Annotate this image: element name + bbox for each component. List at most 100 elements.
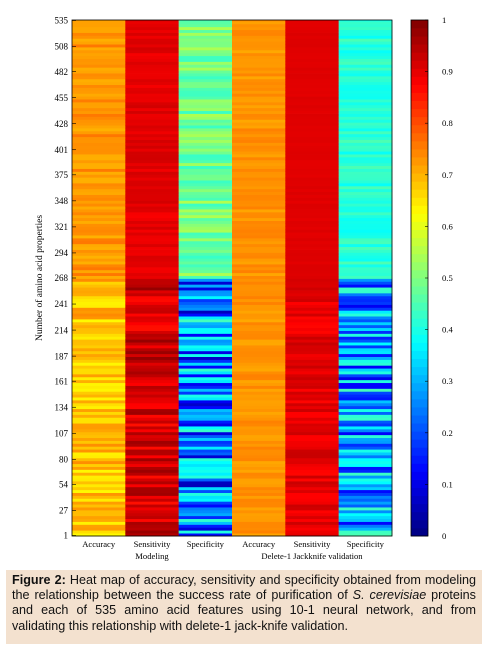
heatmap-cell [285, 96, 339, 100]
heatmap-cell [125, 408, 179, 412]
heatmap-cell [72, 316, 126, 320]
heatmap-cell [125, 290, 179, 294]
heatmap-cell [125, 350, 179, 355]
heatmap-cell [232, 81, 286, 86]
heatmap-cell [178, 284, 233, 288]
colorbar-step [411, 165, 428, 174]
colorbar-tick-label: 1 [442, 15, 446, 25]
heatmap-cell [232, 405, 286, 410]
heatmap-cell [178, 220, 233, 224]
colorbar-step [411, 189, 428, 198]
heatmap-cell [285, 504, 339, 508]
heatmap-cell [285, 58, 339, 62]
heatmap-cell [285, 264, 339, 268]
heatmap-cell [338, 185, 393, 190]
heatmap-cell [178, 298, 233, 303]
heatmap-cell [285, 411, 339, 415]
heatmap-cell [338, 145, 393, 149]
colorbar-step [411, 374, 428, 384]
heatmap-cell [72, 249, 126, 253]
heatmap-cell [125, 278, 179, 282]
heatmap-cell [125, 240, 179, 245]
heatmap-cell [178, 249, 233, 253]
heatmap-cell [178, 41, 233, 45]
heatmap-cell [125, 512, 179, 517]
heatmap-cell [232, 316, 286, 320]
colorbar-step [411, 245, 428, 255]
heatmap-cell [178, 336, 233, 340]
heatmap-cell [232, 185, 286, 190]
heatmap-cell [285, 405, 339, 410]
colorbar-step [411, 173, 428, 182]
heatmap-cell [72, 339, 126, 343]
heatmap-cell [72, 515, 126, 520]
heatmap-cell [285, 116, 339, 120]
heatmap-cell [72, 469, 126, 473]
heatmap-cell [178, 339, 233, 343]
y-tick-label: 508 [55, 42, 69, 52]
heatmap-cell [338, 229, 393, 233]
heatmap-cell [72, 116, 126, 120]
heatmap-cell [232, 206, 286, 210]
heatmap-cell [72, 58, 126, 62]
heatmap-cell [178, 226, 233, 230]
heatmap-cell [125, 35, 179, 39]
heatmap-cell [232, 518, 286, 522]
heatmap-cell [232, 411, 286, 415]
heatmap-cell [232, 443, 286, 447]
heatmap-cell [72, 145, 126, 149]
heatmap-cell [285, 446, 339, 450]
heatmap-cell [285, 452, 339, 456]
heatmap-cell [178, 310, 233, 314]
heatmap-cell [72, 139, 126, 143]
colorbar-step [411, 527, 428, 537]
heatmap-cell [338, 345, 393, 349]
heatmap-cell [178, 295, 233, 300]
heatmap-cell [338, 437, 393, 441]
heatmap-cell [338, 327, 393, 331]
heatmap-cell [178, 397, 233, 401]
heatmap-cell [232, 292, 286, 297]
heatmap-cell [285, 518, 339, 522]
heatmap-cell [338, 336, 393, 340]
heatmap-cell [178, 47, 233, 51]
heatmap-cell [232, 67, 286, 71]
heatmap-cell [338, 252, 393, 256]
heatmap-cell [338, 463, 393, 467]
y-tick-label: 321 [55, 222, 69, 232]
heatmap-cell [72, 269, 126, 274]
heatmap-cell [125, 362, 179, 366]
heatmap-cell [338, 440, 393, 444]
heatmap-cell [232, 49, 286, 54]
heatmap-cell [338, 183, 393, 187]
heatmap-cell [125, 379, 179, 384]
heatmap-cell [72, 313, 126, 317]
heatmap-cell [125, 70, 179, 74]
heatmap-cell [178, 104, 233, 109]
heatmap-cell [125, 67, 179, 71]
heatmap-cell [72, 524, 126, 528]
heatmap-cell [125, 501, 179, 505]
heatmap-cell [285, 70, 339, 74]
heatmap-cell [285, 55, 339, 59]
heatmap-cell [285, 125, 339, 129]
heatmap-cell [232, 47, 286, 51]
colorbar-tick-label: 0.5 [442, 273, 453, 283]
heatmap-cell [285, 449, 339, 453]
heatmap-cell [232, 96, 286, 100]
heatmap-cell [178, 368, 233, 372]
heatmap-cell [72, 174, 126, 178]
heatmap-cell [72, 275, 126, 279]
heatmap-cell [178, 518, 233, 522]
heatmap-cell [125, 417, 179, 421]
heatmap-cell [232, 483, 286, 488]
heatmap-cell [338, 284, 393, 288]
heatmap-cell [72, 203, 126, 207]
heatmap-cell [232, 209, 286, 213]
heatmap-cell [338, 365, 393, 369]
heatmap-cell [178, 428, 233, 433]
heatmap-cell [338, 249, 393, 253]
heatmap-cell [125, 183, 179, 187]
column-label: Sensitivity [134, 539, 171, 549]
heatmap-cell [178, 463, 233, 467]
